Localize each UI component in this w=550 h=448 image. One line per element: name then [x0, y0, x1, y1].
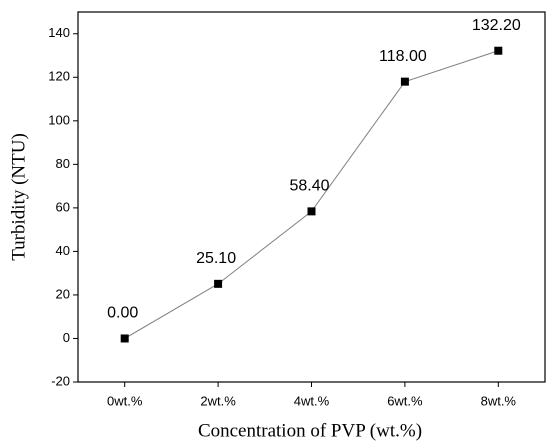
y-tick-label: 0	[63, 330, 70, 345]
marker	[120, 334, 129, 343]
marker	[400, 77, 409, 86]
x-axis-label: Concentration of PVP (wt.%)	[198, 420, 422, 441]
plot-frame	[77, 11, 546, 383]
value-label: 118.00	[379, 48, 427, 65]
value-label: 0.00	[107, 305, 138, 322]
y-tick-label: -20	[51, 373, 70, 388]
y-axis-label: Turbidity (NTU)	[8, 133, 29, 261]
x-tick-label: 0wt.%	[107, 393, 143, 408]
y-tick-label: 120	[48, 69, 70, 84]
y-tick-label: 20	[56, 286, 70, 301]
x-tick-label: 2wt.%	[200, 393, 236, 408]
y-tick-label: 60	[56, 199, 70, 214]
x-tick-label: 4wt.%	[294, 393, 330, 408]
marker	[494, 46, 503, 55]
value-label: 25.10	[196, 250, 236, 267]
value-label: 58.40	[289, 178, 329, 195]
marker	[307, 207, 316, 216]
marker	[214, 279, 223, 288]
y-tick-label: 80	[56, 156, 70, 171]
y-tick-label: 140	[48, 25, 70, 40]
value-label: 132.20	[472, 17, 521, 34]
x-tick-label: 6wt.%	[387, 393, 423, 408]
y-tick-label: 100	[48, 112, 70, 127]
y-tick-label: 40	[56, 243, 70, 258]
x-tick-label: 8wt.%	[481, 393, 517, 408]
